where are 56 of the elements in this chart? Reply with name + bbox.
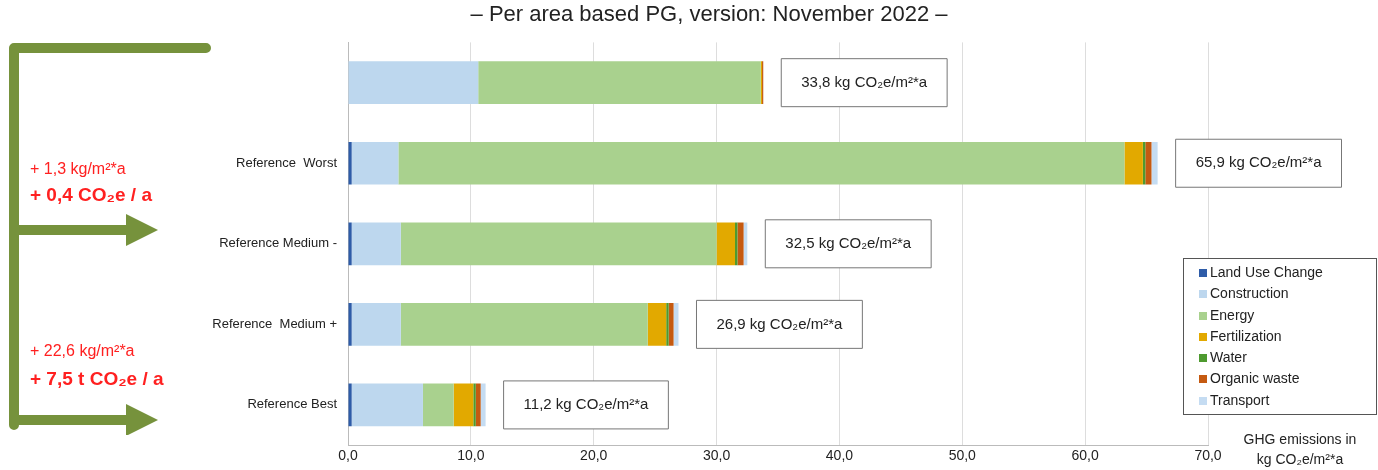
x-tick-label: 20,0 — [580, 447, 608, 464]
bar — [473, 383, 476, 427]
total-label: 33,8 kg CO₂e/m²*a — [801, 72, 928, 90]
bar — [398, 141, 1125, 185]
bar — [348, 61, 479, 105]
bar — [453, 383, 474, 427]
bar — [348, 222, 352, 266]
y-tick-label: Reference Medium + — [212, 315, 337, 331]
total-label: 26,9 kg CO₂e/m²*a — [716, 314, 844, 332]
chart-title: – Per area based PG, version: November 2022 – — [470, 1, 949, 27]
bar — [737, 222, 744, 266]
bar — [1151, 141, 1158, 185]
y-tick-label: Reference Worst — [236, 154, 338, 170]
bar — [348, 141, 352, 185]
text: + 1,3 kg/m²*a — [30, 160, 126, 178]
bar — [348, 383, 352, 427]
bar — [348, 303, 352, 346]
bar — [478, 61, 761, 105]
legend-label: Construction — [1210, 285, 1289, 302]
total-label: 11,2 kg CO₂e/m²*a — [523, 395, 650, 413]
text: + 0,4 CO₂e / a — [30, 184, 152, 206]
x-tick-label: 0,0 — [338, 447, 358, 464]
x-tick-label: 40,0 — [825, 447, 854, 464]
bar — [351, 141, 399, 185]
legend-label: Transport — [1210, 391, 1270, 408]
bar — [716, 222, 735, 266]
bar — [400, 303, 648, 346]
legend-label: Fertilization — [1210, 327, 1282, 344]
total-label: 65,9 kg CO₂e/m²*a — [1195, 153, 1323, 171]
bar — [400, 222, 717, 266]
bar — [668, 303, 674, 346]
bar — [1145, 141, 1152, 185]
bar — [422, 383, 454, 427]
bar — [647, 303, 667, 346]
x-tick-label: 10,0 — [457, 447, 485, 464]
x-axis-title: GHG emissions in kg CO₂e/m²*a — [1243, 431, 1357, 467]
bar — [666, 303, 669, 346]
text: + 22,6 kg/m²*a — [30, 342, 135, 360]
legend-label: Water — [1210, 349, 1247, 366]
legend-label: Organic waste — [1210, 370, 1300, 387]
total-label: 32,5 kg CO₂e/m²*a — [785, 233, 912, 251]
legend-label: Land Use Change — [1210, 264, 1323, 280]
bar — [475, 383, 481, 427]
bar — [1124, 141, 1143, 185]
text: + 7,5 t CO₂e / a — [30, 368, 164, 390]
bar — [351, 303, 401, 346]
bar — [351, 383, 423, 427]
x-tick-label: 50,0 — [948, 447, 977, 464]
y-tick-label: Reference Best — [247, 396, 338, 412]
bar — [480, 383, 486, 427]
y-tick-label: Reference Medium - — [219, 235, 337, 251]
x-tick-label: 30,0 — [702, 447, 731, 464]
legend-label: Energy — [1210, 306, 1255, 323]
x-tick-label: 60,0 — [1071, 447, 1099, 464]
bar — [351, 222, 401, 266]
x-tick-label: 70,0 — [1194, 447, 1222, 464]
